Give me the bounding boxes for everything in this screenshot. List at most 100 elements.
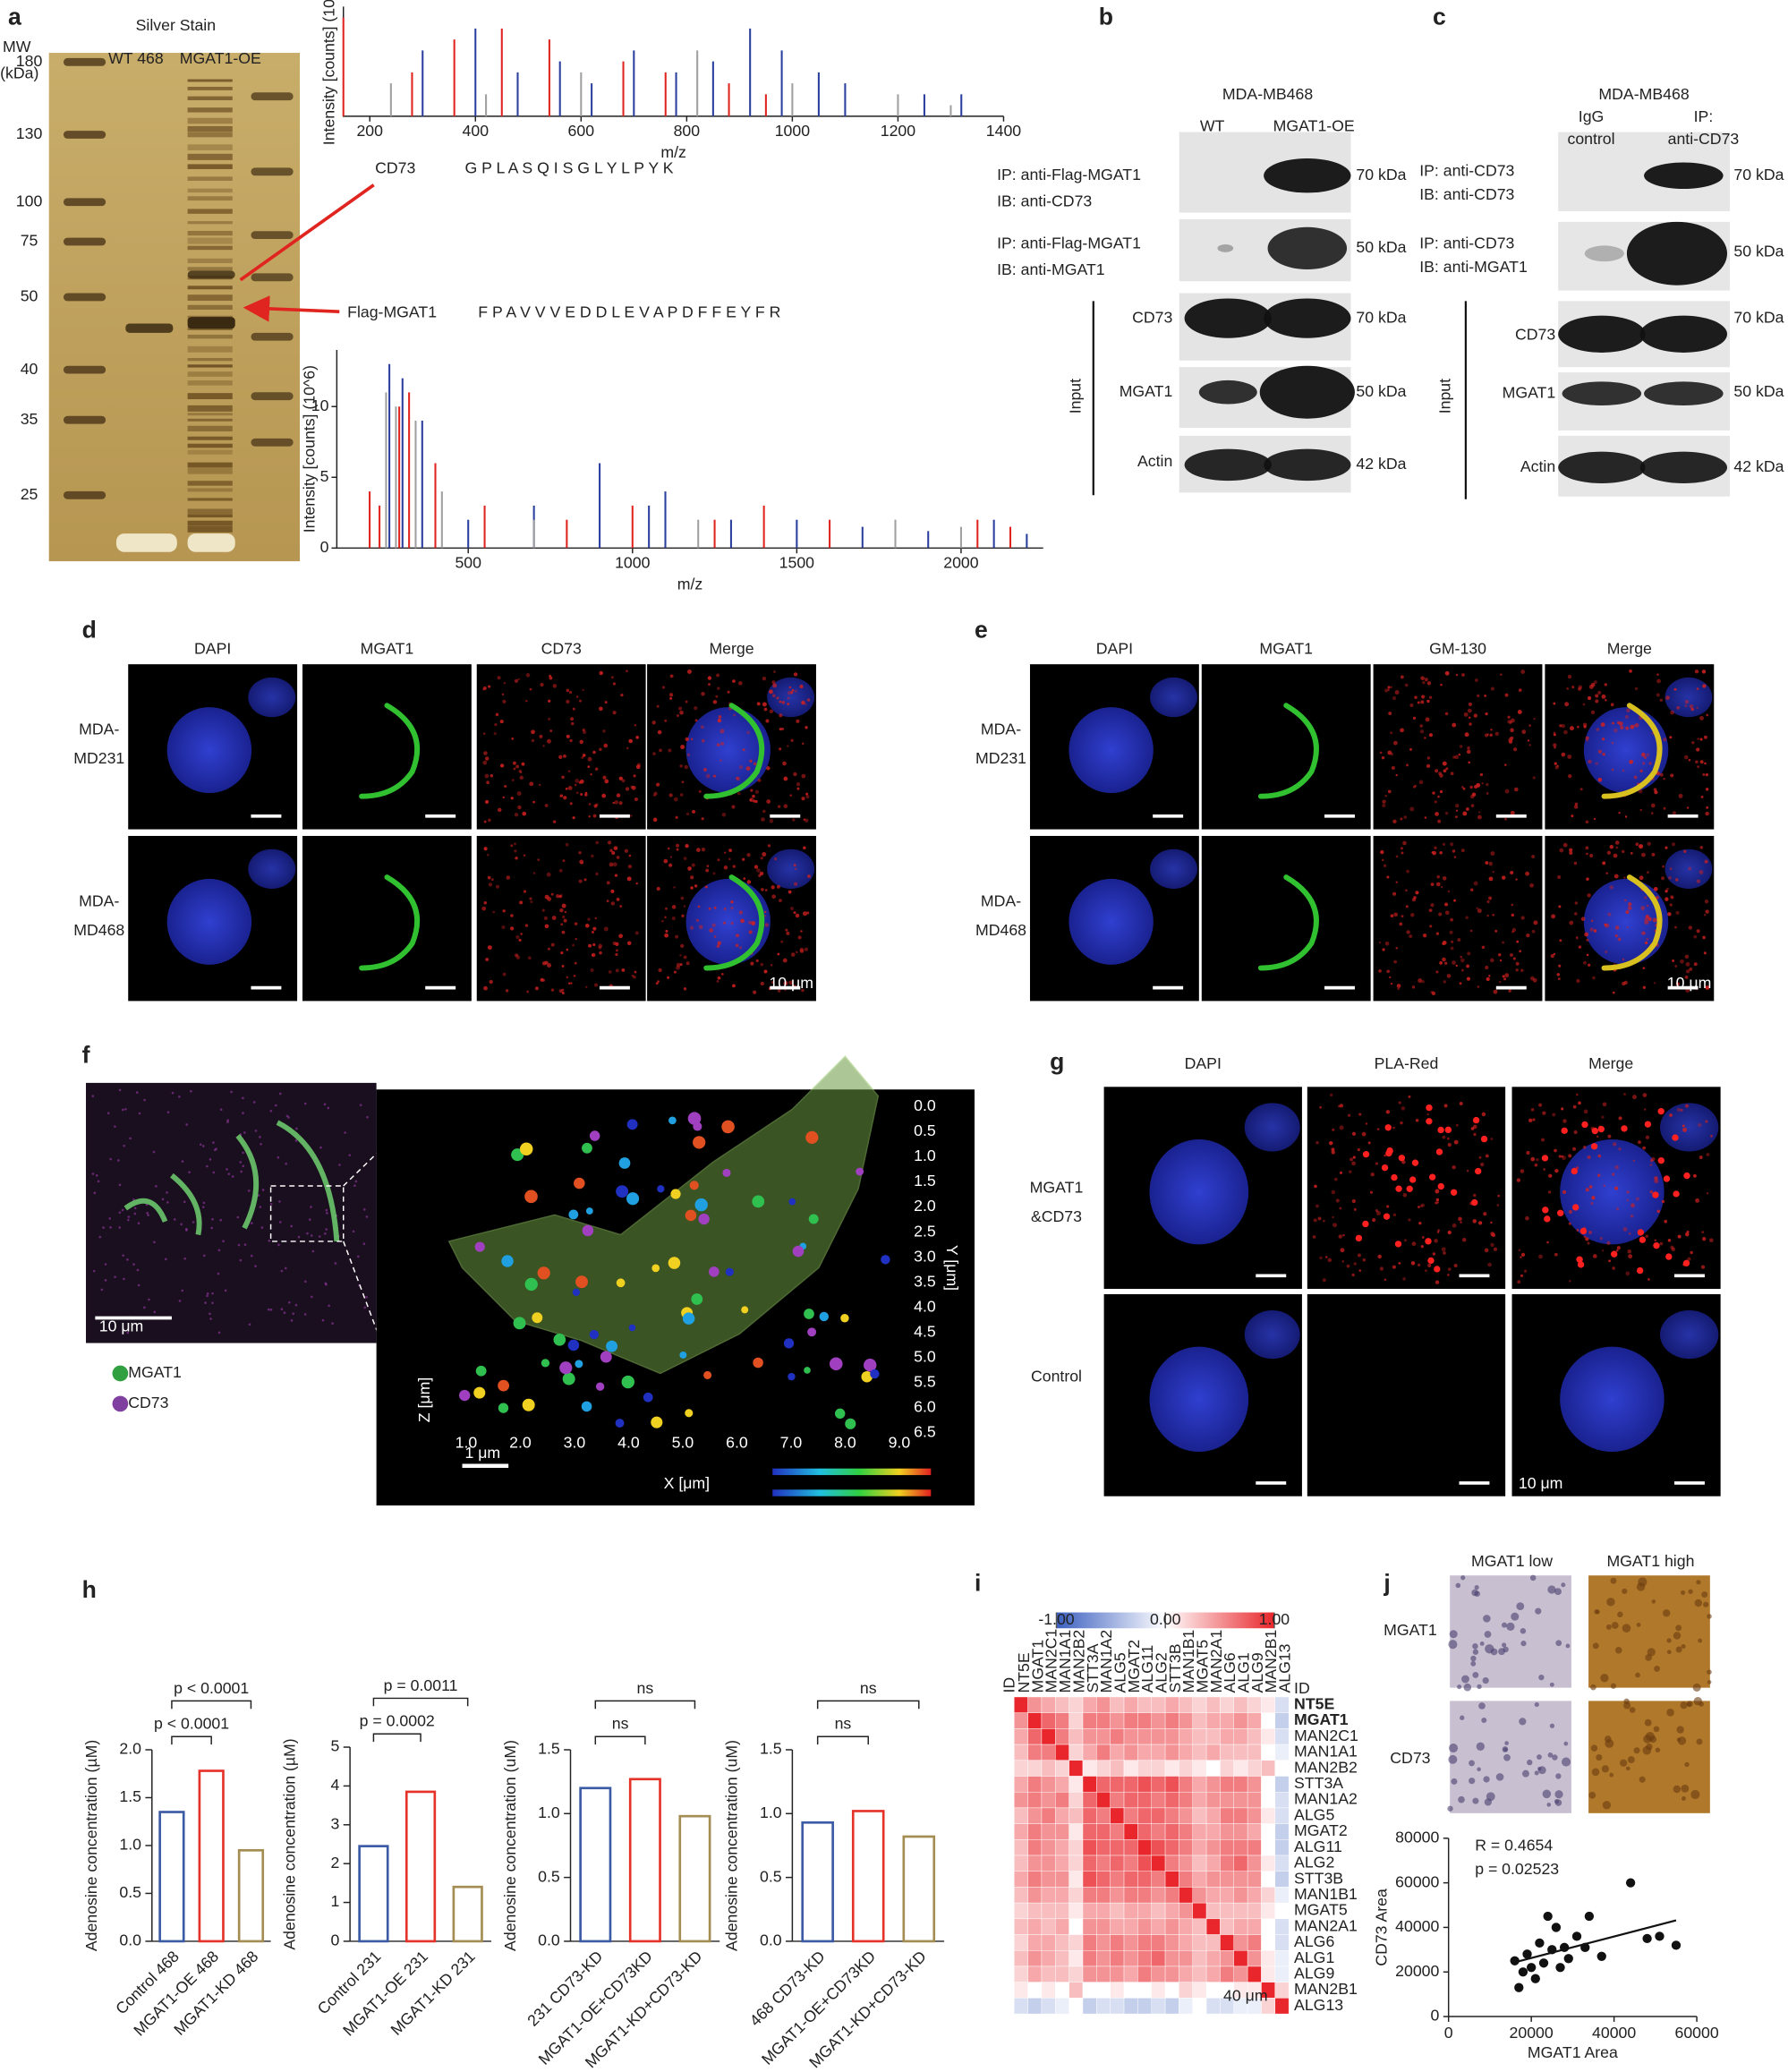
dot (679, 963, 683, 967)
spot (657, 1185, 665, 1193)
dot (1441, 1247, 1446, 1252)
heatmap-cell (1082, 1871, 1097, 1888)
dot (1405, 905, 1409, 908)
dot (1312, 1235, 1316, 1239)
dot (1520, 968, 1524, 972)
row-label: &CD73 (1031, 1207, 1082, 1225)
dot (1379, 751, 1383, 755)
dot (1622, 958, 1625, 961)
dot (696, 848, 701, 852)
spot (856, 1167, 864, 1176)
dot (1677, 1234, 1682, 1239)
dot (753, 990, 757, 994)
dot (683, 857, 687, 860)
dot (514, 849, 517, 853)
dot (530, 900, 533, 904)
dot (529, 897, 532, 900)
dot (1427, 1263, 1432, 1267)
tile-content (1257, 874, 1319, 971)
heatmap-cell (1220, 1855, 1235, 1872)
dot (1420, 1203, 1425, 1207)
heatmap-cell (1233, 1823, 1248, 1840)
dot (1492, 870, 1494, 874)
dot (104, 1279, 107, 1282)
dot (178, 1096, 181, 1098)
dot (487, 875, 491, 880)
dot (695, 918, 699, 922)
tile-content (359, 703, 421, 799)
ihc-cell (1644, 1718, 1652, 1727)
dot (591, 952, 596, 958)
heatmap-cell (1014, 1965, 1028, 1982)
dot (1516, 1178, 1521, 1182)
dot (248, 1323, 251, 1326)
y-tick-label: 4.0 (914, 1297, 936, 1315)
heatmap-cell (1233, 1950, 1248, 1967)
point (1655, 1931, 1665, 1941)
row-label: MGAT1 (1503, 383, 1556, 401)
heatmap-cell (1027, 1871, 1043, 1888)
dot (153, 1310, 157, 1314)
spot (651, 1264, 660, 1273)
dot (497, 676, 501, 680)
dot (1479, 772, 1484, 777)
band (187, 86, 233, 90)
dot (1418, 780, 1424, 785)
dot (1589, 853, 1594, 857)
dot (323, 1103, 327, 1106)
dot (559, 794, 564, 797)
heatmap-cell (1082, 1902, 1097, 1920)
dot (1639, 875, 1644, 881)
blot-band (1626, 221, 1728, 286)
y-axis-label: Intensity [counts] (10^6) (301, 365, 319, 533)
heatmap-cell (1220, 1807, 1235, 1824)
dot (1470, 1127, 1475, 1130)
x-tick-label: 2.0 (509, 1433, 532, 1451)
dot (1612, 1172, 1615, 1176)
band (187, 144, 233, 150)
heatmap-cell (1274, 1712, 1290, 1729)
dot (772, 694, 776, 698)
heatmap-cell (1110, 1855, 1125, 1872)
spot (524, 1277, 538, 1292)
band (187, 418, 233, 422)
dot (668, 793, 673, 797)
ihc-cell (1472, 1671, 1479, 1678)
dot (673, 797, 678, 802)
dot (1604, 683, 1607, 686)
dot (791, 688, 795, 692)
dot (1469, 785, 1473, 789)
dot (1421, 1236, 1425, 1239)
ihc-cell (1629, 1707, 1636, 1713)
heatmap-cell (1055, 1744, 1069, 1761)
dot (766, 766, 771, 771)
dot (319, 1146, 322, 1149)
heatmap-cell (1220, 1744, 1235, 1761)
golgi (1257, 703, 1319, 799)
ihc-cell (1555, 1640, 1562, 1647)
dot (539, 783, 541, 787)
dot (1642, 1093, 1648, 1097)
dot (1332, 1215, 1334, 1219)
dot (1335, 1198, 1340, 1203)
ihc-cell (1482, 1677, 1489, 1684)
dot (1430, 883, 1435, 887)
dot (1426, 756, 1431, 760)
nucleus (1660, 1103, 1719, 1152)
heatmap-cell (1220, 1823, 1235, 1840)
dot (1695, 1198, 1700, 1203)
dot (733, 713, 736, 717)
dot (1586, 877, 1589, 881)
dot (183, 1200, 186, 1204)
row-label: Actin (1520, 457, 1555, 475)
dot (1578, 945, 1582, 949)
x-tick-label: 9.0 (889, 1433, 911, 1451)
pla-dot (1597, 1125, 1605, 1133)
dot (1414, 695, 1418, 700)
dot (1402, 1277, 1406, 1281)
heatmap-cell (1123, 1728, 1138, 1745)
dot (1387, 686, 1391, 689)
x-tick-label: MGAT1-OE 231 (339, 1948, 431, 2040)
band (187, 462, 233, 468)
heatmap-cell (1041, 1950, 1056, 1967)
